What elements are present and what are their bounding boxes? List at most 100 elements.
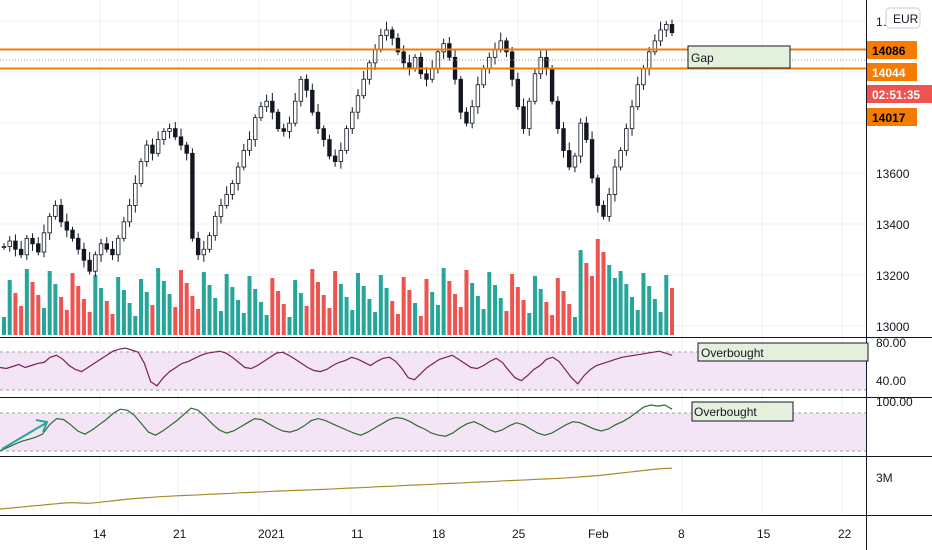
candle-down <box>424 73 429 80</box>
volume-bar <box>630 297 635 335</box>
time-tick-14: 14 <box>93 527 107 541</box>
time-tick-18: 18 <box>432 527 446 541</box>
candle-down <box>561 128 566 151</box>
time-tick-feb: Feb <box>588 527 609 541</box>
volume-bar <box>350 310 355 335</box>
volume-bar <box>395 314 400 335</box>
volume-bar <box>207 285 212 335</box>
candle-up <box>138 161 144 184</box>
volume-bar <box>139 279 144 335</box>
svg-text:02:51:35: 02:51:35 <box>872 88 920 102</box>
volume-bar <box>173 307 178 335</box>
currency-badge[interactable]: EUR <box>885 7 921 29</box>
volume-bar <box>584 263 589 335</box>
volume-bar <box>447 281 452 335</box>
volume-bar <box>201 272 206 335</box>
gap-label: Gap <box>691 51 714 65</box>
volume-bar <box>624 284 629 335</box>
volume-bar <box>544 302 549 335</box>
candle-down <box>13 240 18 250</box>
candle-down <box>509 51 515 80</box>
volume-bar <box>2 317 6 335</box>
candle-down <box>76 237 81 250</box>
volume-bar <box>316 282 321 335</box>
time-axis[interactable]: 14 21 2021 11 18 25 Feb 8 15 22 <box>93 527 852 541</box>
candle-down <box>304 78 309 91</box>
candle-down <box>401 51 406 64</box>
candle-up <box>618 150 623 168</box>
candle-up <box>127 204 132 223</box>
candle-up <box>629 106 635 130</box>
volume-bar <box>413 303 418 335</box>
candle-up <box>53 204 58 217</box>
volume-bar <box>218 311 223 335</box>
trend-arrowhead <box>35 419 49 433</box>
volume-bar <box>47 271 52 335</box>
candle-up <box>612 166 618 195</box>
time-tick-15: 15 <box>757 527 771 541</box>
volume-bar <box>435 305 440 335</box>
candle-down <box>407 62 412 69</box>
candle-up <box>641 67 646 86</box>
rsi-overbought-label: Overbought <box>701 346 764 360</box>
volume-bar <box>338 284 343 335</box>
volume-bar <box>355 273 360 335</box>
candle-up <box>361 78 366 97</box>
volume-bar <box>127 303 132 335</box>
volume-bar <box>24 269 29 335</box>
volume-bar <box>213 298 218 335</box>
candle-up <box>241 150 246 168</box>
candle-down <box>281 128 286 132</box>
svg-text:14017: 14017 <box>872 111 906 125</box>
volume-bar <box>99 288 104 335</box>
candle-down <box>458 78 463 113</box>
candle-down <box>178 136 184 146</box>
price-tag-14086: 14086 <box>867 41 917 59</box>
volume-bar <box>298 293 303 335</box>
volume-bar <box>424 279 429 335</box>
candle-up <box>207 235 212 250</box>
volume-bar <box>458 307 463 335</box>
candle-up <box>41 232 47 253</box>
volume-bar <box>572 317 577 335</box>
candle-down <box>270 100 275 113</box>
volume-bar <box>196 309 201 335</box>
time-tick-2021: 2021 <box>258 527 285 541</box>
time-tick-21: 21 <box>173 527 187 541</box>
volume-bar <box>384 288 389 335</box>
candle-up <box>384 29 389 36</box>
volume-bar <box>190 296 195 335</box>
candle-down <box>110 248 115 256</box>
obv-pane <box>0 467 673 510</box>
candle-up <box>7 240 12 247</box>
candle-up <box>578 122 583 157</box>
volume-bar <box>521 300 526 335</box>
volume-bar <box>407 290 412 335</box>
volume-bar <box>481 309 486 335</box>
volume-bar <box>493 285 498 335</box>
volume-bar <box>487 272 492 335</box>
candle-up <box>412 56 418 69</box>
volume-bar <box>464 270 469 335</box>
volume-bar <box>612 278 617 335</box>
price-axis[interactable]: 1… 13600 13400 13200 13000 EUR 14086 140… <box>867 7 932 485</box>
rsi-tick-80: 80.00 <box>876 336 906 350</box>
gap-box <box>687 45 791 69</box>
volume-bar <box>310 269 315 335</box>
svg-text:14044: 14044 <box>872 66 906 80</box>
price-tag-14017: 14017 <box>867 108 917 126</box>
candle-up <box>167 128 172 132</box>
time-tick-22: 22 <box>838 527 852 541</box>
candle-up <box>47 215 52 234</box>
price-tick-13600: 13600 <box>876 167 910 181</box>
candle-up <box>121 221 127 239</box>
candle-down <box>18 248 24 256</box>
candle-down <box>521 106 526 130</box>
volume-bar <box>635 310 640 335</box>
candle-up <box>155 139 161 154</box>
price-tag-14044: 14044 <box>867 63 917 81</box>
candle-up <box>292 100 298 124</box>
volume-bar <box>453 294 458 335</box>
candle-up <box>624 128 629 151</box>
